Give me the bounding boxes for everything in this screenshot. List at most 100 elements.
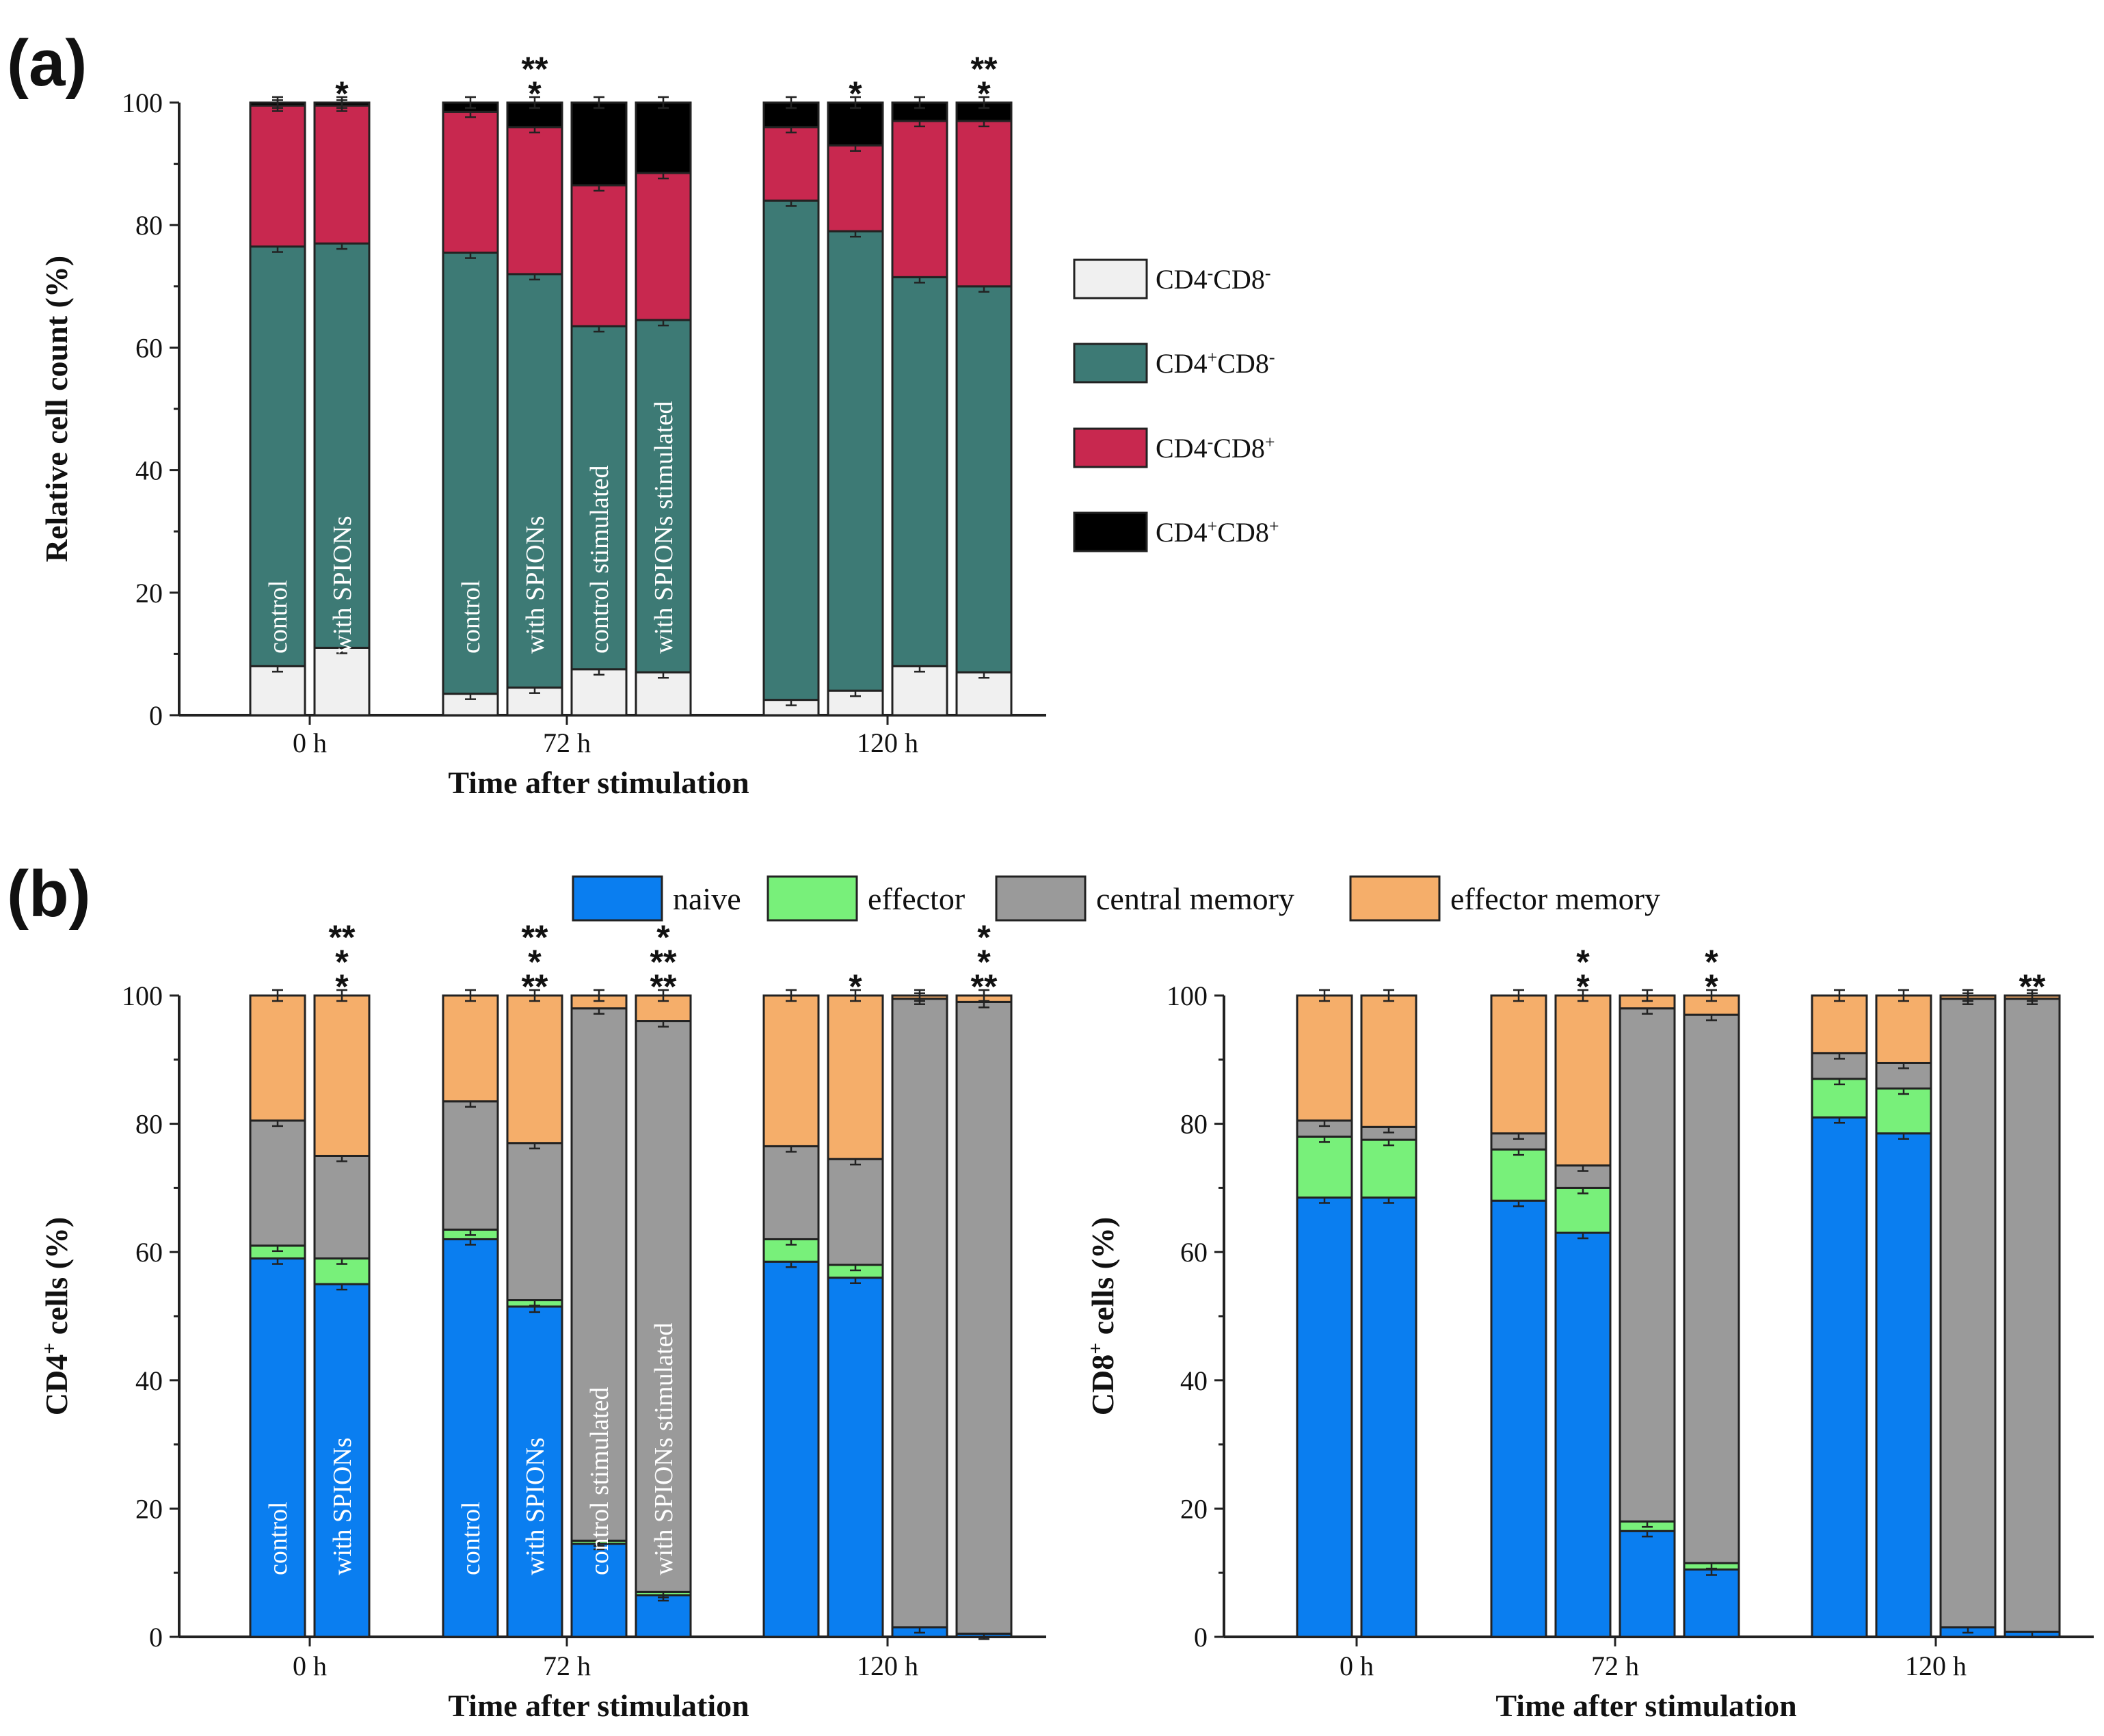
significance-star: * [656, 918, 670, 957]
significance-star: * [977, 918, 991, 957]
bar-label: control [457, 1501, 485, 1575]
bar-6-naive [762, 1260, 820, 1638]
bar-2-central memory [442, 1100, 499, 1231]
y-tick-label: 100 [122, 980, 163, 1011]
y-tick-label: 60 [1180, 1237, 1208, 1268]
bar-0-CD4-CD8+ [249, 104, 306, 248]
y-tick-label: 20 [1180, 1493, 1208, 1524]
bar-label: with SPIONs [328, 516, 357, 654]
bar-9-central memory [955, 1000, 1013, 1635]
bar-label: control [457, 580, 485, 654]
bar-9-CD4-CD8+ [955, 120, 1013, 288]
bar-1-effector memory [313, 994, 371, 1157]
bar-9-central memory [2003, 998, 2061, 1633]
x-tick-label: 0 h [293, 1651, 327, 1681]
bar-1-CD4-CD8+ [313, 104, 371, 245]
bar-0-central memory [249, 1119, 306, 1247]
y-tick-label: 100 [1167, 980, 1208, 1011]
chart-a: 0 20 40 60 80 100 0 h 72 h 120 h Time after stimu… [39, 50, 1046, 800]
x-tick-label: 120 h [857, 727, 918, 758]
bar-2-CD4-CD8- [442, 693, 499, 717]
x-tick-label: 0 h [293, 727, 327, 758]
x-axis-title: Time after stimulation [1495, 1688, 1796, 1723]
bar-3-effector memory [506, 994, 563, 1145]
significance-star: * [977, 75, 991, 113]
y-tick-label: 40 [135, 455, 163, 486]
x-tick-label: 120 h [1905, 1651, 1967, 1681]
legend-label: central memory [1096, 881, 1294, 916]
panel-label-a: (a) [7, 27, 87, 100]
bar-9-CD4+CD8- [955, 285, 1013, 673]
bar-0-effector memory [249, 994, 306, 1122]
y-axis-title: CD8+ cells (%) [1084, 1217, 1121, 1416]
y-tick-label: 60 [135, 1237, 163, 1268]
legend-label: effector [868, 881, 965, 916]
bar-1-central memory [313, 1155, 371, 1260]
bar-8-CD4+CD8+ [891, 101, 948, 122]
bar-label: control stimulated [585, 1387, 614, 1575]
bar-label: with SPIONs stimulated [650, 401, 678, 654]
legend-swatch [1073, 427, 1148, 468]
y-tick-label: 60 [135, 332, 163, 363]
significance-star: * [849, 967, 862, 1006]
bar-4-central memory [1619, 1007, 1676, 1523]
bar-3-central memory [506, 1142, 563, 1302]
bar-4-CD4-CD8- [570, 668, 628, 717]
bar-1-naive [313, 1283, 371, 1638]
legend-label: CD4+CD8+ [1156, 516, 1279, 548]
bar-1-CD4-CD8- [313, 646, 371, 717]
y-tick-label: 0 [1194, 1622, 1208, 1653]
bar-label: control [264, 1501, 293, 1575]
bar-3-effector memory [1554, 994, 1612, 1167]
legend-label: naive [673, 881, 741, 916]
legend-b: naive effector central memory effector memo… [572, 875, 1660, 922]
bar-6-CD4+CD8- [762, 199, 820, 702]
bar-1-effector [1360, 1138, 1417, 1199]
bar-3-CD4-CD8+ [506, 126, 563, 276]
y-tick-label: 0 [149, 1622, 163, 1653]
y-tick-label: 20 [135, 578, 163, 609]
x-axis-title: Time after stimulation [448, 1688, 749, 1723]
significance-star: ** [522, 918, 548, 957]
y-tick-label: 0 [149, 700, 163, 731]
bar-9-CD4-CD8- [955, 671, 1013, 717]
x-axis-title: Time after stimulation [448, 765, 749, 800]
significance-star: * [1705, 967, 1718, 1006]
x-tick-label: 72 h [1591, 1651, 1639, 1681]
y-axis-title: CD4+ cells (%) [38, 1217, 75, 1416]
x-tick-label: 120 h [857, 1651, 918, 1681]
bar-2-effector memory [442, 994, 499, 1103]
legend-swatch [767, 875, 858, 922]
legend-label: CD4-CD8- [1156, 263, 1271, 295]
bar-8-CD4-CD8- [891, 665, 948, 717]
bar-0-effector memory [1296, 994, 1353, 1122]
bar-0-effector [1296, 1135, 1353, 1199]
bar-7-central memory [827, 1158, 884, 1266]
bar-4-CD4+CD8- [570, 325, 628, 671]
significance-star: * [528, 75, 542, 113]
bar-7-CD4-CD8+ [827, 144, 884, 232]
bar-2-CD4-CD8+ [442, 110, 499, 254]
bar-0-naive [1296, 1196, 1353, 1638]
bar-6-effector memory [1811, 994, 1868, 1054]
bar-5-CD4-CD8+ [635, 172, 692, 321]
legend-label: effector memory [1450, 881, 1660, 916]
bar-3-effector [1554, 1186, 1612, 1234]
bar-8-CD4+CD8- [891, 276, 948, 667]
bar-1-effector memory [1360, 994, 1417, 1128]
significance-star: * [335, 75, 349, 113]
significance-star: * [528, 943, 542, 981]
legend-swatch [1349, 875, 1441, 922]
bar-8-central memory [891, 998, 948, 1629]
y-tick-label: 80 [135, 1109, 163, 1140]
bar-5-naive [635, 1594, 692, 1638]
bar-label: with SPIONs [328, 1437, 357, 1575]
significance-star: * [977, 943, 991, 981]
bar-4-naive [570, 1543, 628, 1638]
legend-swatch [1073, 343, 1148, 384]
bar-6-CD4-CD8+ [762, 126, 820, 202]
bar-7-naive [827, 1277, 884, 1638]
bar-2-effector [1490, 1148, 1547, 1202]
bar-4-naive [1619, 1530, 1676, 1638]
bar-label: control stimulated [585, 466, 614, 654]
